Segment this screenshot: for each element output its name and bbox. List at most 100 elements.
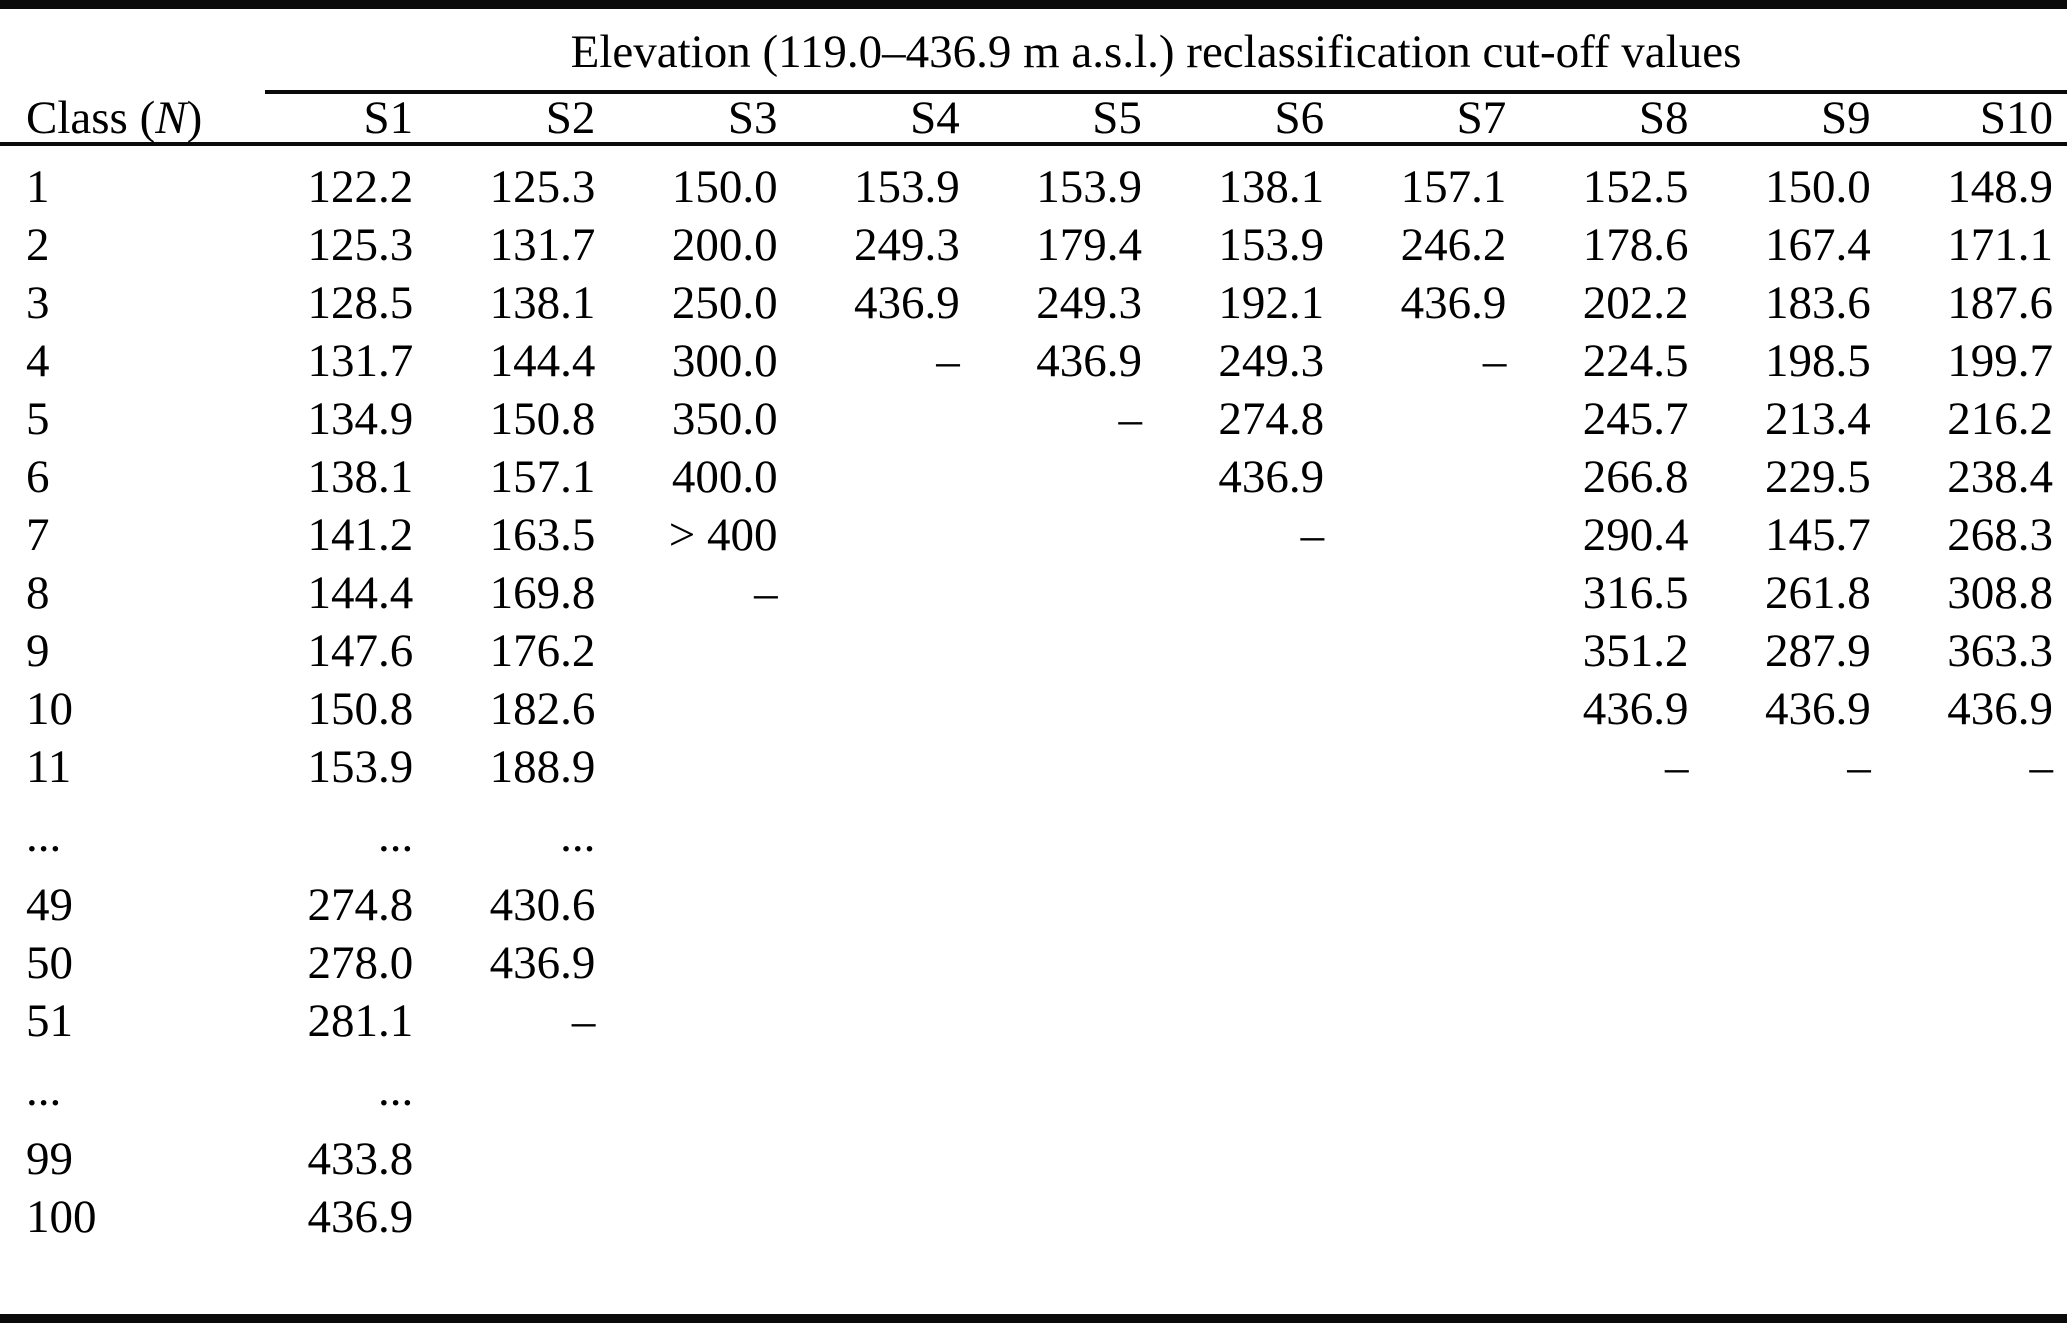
- value-cell: [974, 506, 1156, 564]
- value-cell: [974, 876, 1156, 934]
- value-cell: 266.8: [1582, 451, 1689, 503]
- table-row: 100 436.9: [0, 1188, 2067, 1246]
- class-cell: 1: [26, 161, 50, 213]
- table-spanning-title: Elevation (119.0–436.9 m a.s.l.) reclass…: [570, 26, 1742, 78]
- value-cell: [1885, 796, 2067, 876]
- class-cell: 51: [26, 995, 73, 1047]
- value-cell: [1338, 680, 1520, 738]
- scenario-column-header: S6: [1155, 94, 1339, 146]
- value-cell: [1338, 738, 1520, 796]
- value-cell: [974, 448, 1156, 506]
- scenario-column-header: S2: [427, 94, 610, 146]
- value-cell: [1520, 1130, 1702, 1188]
- value-cell: [974, 622, 1156, 680]
- value-cell: [1703, 1050, 1885, 1130]
- class-cell: 5: [26, 393, 50, 445]
- value-cell: [1338, 622, 1520, 680]
- table-row: 6 138.1 157.1 400.0 436.9 266.8 229.5 238.4: [0, 448, 2067, 506]
- value-cell: [1520, 876, 1702, 934]
- value-cell: 430.6: [489, 879, 596, 931]
- value-cell: [1338, 1050, 1520, 1130]
- value-cell: [427, 1130, 609, 1188]
- value-cell: –: [754, 567, 778, 619]
- value-cell: –: [571, 995, 596, 1047]
- value-cell: [427, 1188, 609, 1246]
- value-cell: [609, 934, 791, 992]
- value-cell: 278.0: [307, 937, 414, 989]
- class-header-prefix: Class (: [26, 92, 156, 144]
- value-cell: 153.9: [307, 741, 414, 793]
- value-cell: [1156, 992, 1338, 1050]
- value-cell: [1885, 1130, 2067, 1188]
- value-cell: [1520, 1188, 1702, 1246]
- scenario-column-header: S3: [609, 94, 792, 146]
- value-cell: 138.1: [1218, 161, 1325, 213]
- header-row: Class (N) S1 S2 S3 S4 S5 S6 S7 S8 S9 S10: [0, 92, 2067, 146]
- value-cell: [1156, 796, 1338, 876]
- value-cell: 171.1: [1947, 219, 2053, 271]
- value-cell: 153.9: [854, 161, 960, 213]
- value-cell: [974, 1050, 1156, 1130]
- value-cell: [1885, 1050, 2067, 1130]
- value-cell: 176.2: [489, 625, 596, 677]
- value-cell: [1156, 1130, 1338, 1188]
- value-cell: 261.8: [1764, 567, 1871, 619]
- value-cell: [1703, 796, 1885, 876]
- value-cell: 436.9: [1764, 683, 1871, 735]
- value-cell: 150.0: [1764, 161, 1871, 213]
- value-cell: 316.5: [1582, 567, 1689, 619]
- value-cell: 290.4: [1582, 509, 1689, 561]
- value-cell: 141.2: [307, 509, 414, 561]
- value-cell: [1156, 1188, 1338, 1246]
- value-cell: ...: [377, 1064, 414, 1116]
- value-cell: –: [1118, 393, 1142, 445]
- bottom-rule: [0, 1314, 2067, 1323]
- value-cell: [1156, 622, 1338, 680]
- value-cell: [792, 876, 974, 934]
- value-cell: 188.9: [489, 741, 596, 793]
- value-cell: [1338, 1188, 1520, 1246]
- value-cell: [792, 1188, 974, 1246]
- value-cell: [974, 796, 1156, 876]
- value-cell: 153.9: [1218, 219, 1325, 271]
- table-row: 11 153.9 188.9 – – –: [0, 738, 2067, 796]
- top-rule: [0, 0, 2067, 9]
- value-cell: [974, 738, 1156, 796]
- table-row: .........: [0, 796, 2067, 876]
- class-cell: 8: [26, 567, 50, 619]
- value-cell: [1156, 876, 1338, 934]
- value-cell: 249.3: [1036, 277, 1142, 329]
- value-cell: [792, 564, 974, 622]
- table-row: 4 131.7 144.4 300.0 – 436.9 249.3 – 224.5 198.5 19…: [0, 332, 2067, 390]
- value-cell: 144.4: [489, 335, 596, 387]
- value-cell: 125.3: [307, 219, 414, 271]
- value-cell: [1156, 934, 1338, 992]
- value-cell: [974, 564, 1156, 622]
- value-cell: [974, 1188, 1156, 1246]
- value-cell: 238.4: [1947, 451, 2053, 503]
- value-cell: 274.8: [1218, 393, 1325, 445]
- value-cell: [1338, 564, 1520, 622]
- value-cell: 182.6: [489, 683, 596, 735]
- value-cell: [1338, 934, 1520, 992]
- value-cell: [1703, 1188, 1885, 1246]
- value-cell: [1885, 992, 2067, 1050]
- value-cell: 363.3: [1947, 625, 2053, 677]
- value-cell: [609, 796, 791, 876]
- value-cell: 436.9: [489, 937, 596, 989]
- scenario-column-header: S8: [1520, 94, 1703, 146]
- value-cell: 216.2: [1947, 393, 2053, 445]
- value-cell: [792, 680, 974, 738]
- value-cell: 178.6: [1582, 219, 1689, 271]
- table-row: 2 125.3 131.7 200.0 249.3 179.4 153.9 246.2 178.…: [0, 216, 2067, 274]
- value-cell: [1156, 680, 1338, 738]
- value-cell: [974, 934, 1156, 992]
- table-row: 51 281.1 –: [0, 992, 2067, 1050]
- value-cell: [792, 390, 974, 448]
- value-cell: 436.9: [1218, 451, 1325, 503]
- value-cell: [1520, 934, 1702, 992]
- value-cell: [609, 680, 791, 738]
- value-cell: [792, 796, 974, 876]
- value-cell: 125.3: [489, 161, 596, 213]
